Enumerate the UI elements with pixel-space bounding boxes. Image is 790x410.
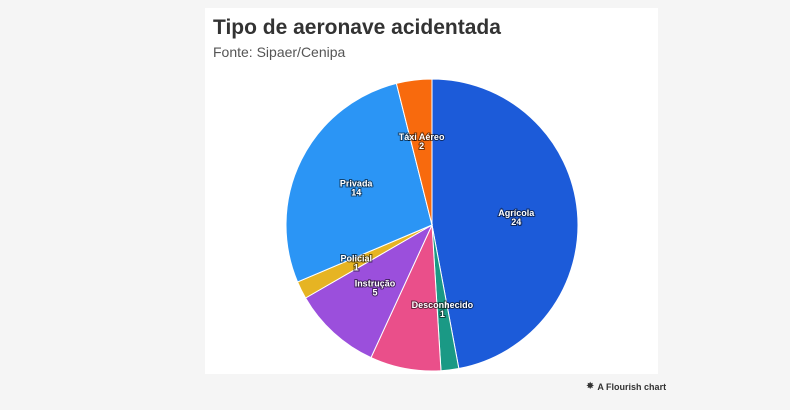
chart-subtitle: Fonte: Sipaer/Cenipa bbox=[213, 44, 346, 60]
slice-label-text: Táxi Aéreo bbox=[399, 132, 445, 142]
slice-label-text: Policial bbox=[340, 254, 372, 264]
pie-chart: Agrícola24Desconhecido1Instrução5Policia… bbox=[285, 78, 579, 372]
slice-value-text: 1 bbox=[354, 263, 359, 273]
pie-slice-agricola[interactable] bbox=[431, 78, 579, 370]
pie-slice-taxi-aereo[interactable] bbox=[395, 78, 433, 226]
slice-value-text: 24 bbox=[511, 217, 521, 227]
slice-label-text: Agrícola bbox=[498, 208, 535, 218]
slice-value-text: 5 bbox=[372, 288, 377, 298]
slice-value-text: 2 bbox=[419, 141, 424, 151]
pie-slice-privada[interactable] bbox=[285, 82, 433, 283]
slice-label-text: Instrução bbox=[355, 279, 396, 289]
flourish-star-icon: ✸ bbox=[586, 381, 595, 392]
slice-label-text: Desconhecido bbox=[412, 300, 474, 310]
slice-value-text: 1 bbox=[440, 309, 445, 319]
pie-slice-instrucao[interactable] bbox=[304, 223, 434, 359]
flourish-credit-label: A Flourish chart bbox=[597, 381, 667, 392]
chart-card: Tipo de aeronave acidentada Fonte: Sipae… bbox=[205, 8, 658, 374]
flourish-credit[interactable]: ✸ A Flourish chart bbox=[586, 381, 666, 392]
slice-value-text: 14 bbox=[351, 187, 361, 197]
slice-label-text: Privada bbox=[340, 178, 374, 188]
chart-title: Tipo de aeronave acidentada bbox=[213, 16, 501, 39]
